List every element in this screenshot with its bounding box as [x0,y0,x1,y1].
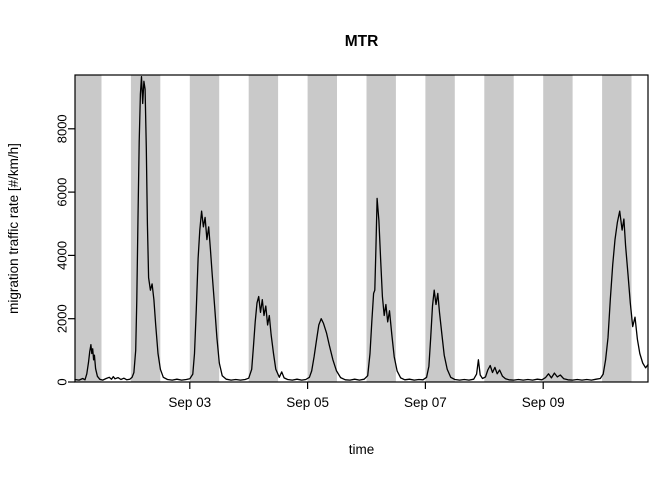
shaded-band [543,75,573,382]
y-tick-label: 6000 [55,178,70,207]
shaded-band [189,75,220,382]
x-axis-title: time [349,442,375,457]
shaded-band [484,75,514,382]
x-tick-label: Sep 03 [168,395,211,410]
plot-box [74,74,649,383]
shaded-band [307,75,337,382]
y-tick-label: 0 [55,378,70,385]
x-tick-label: Sep 09 [522,395,565,410]
y-axis-title: migration traffic rate [#/km/h] [6,143,21,314]
y-tick-label: 8000 [55,114,70,143]
series-line [74,75,649,381]
chart-title: MTR [345,33,379,50]
shaded-band [75,75,102,382]
y-tick-label: 2000 [55,304,70,333]
shaded-band [248,75,279,382]
x-tick-label: Sep 05 [286,395,329,410]
shaded-band [425,75,455,382]
x-tick-label: Sep 07 [404,395,447,410]
y-tick-label: 4000 [55,241,70,270]
